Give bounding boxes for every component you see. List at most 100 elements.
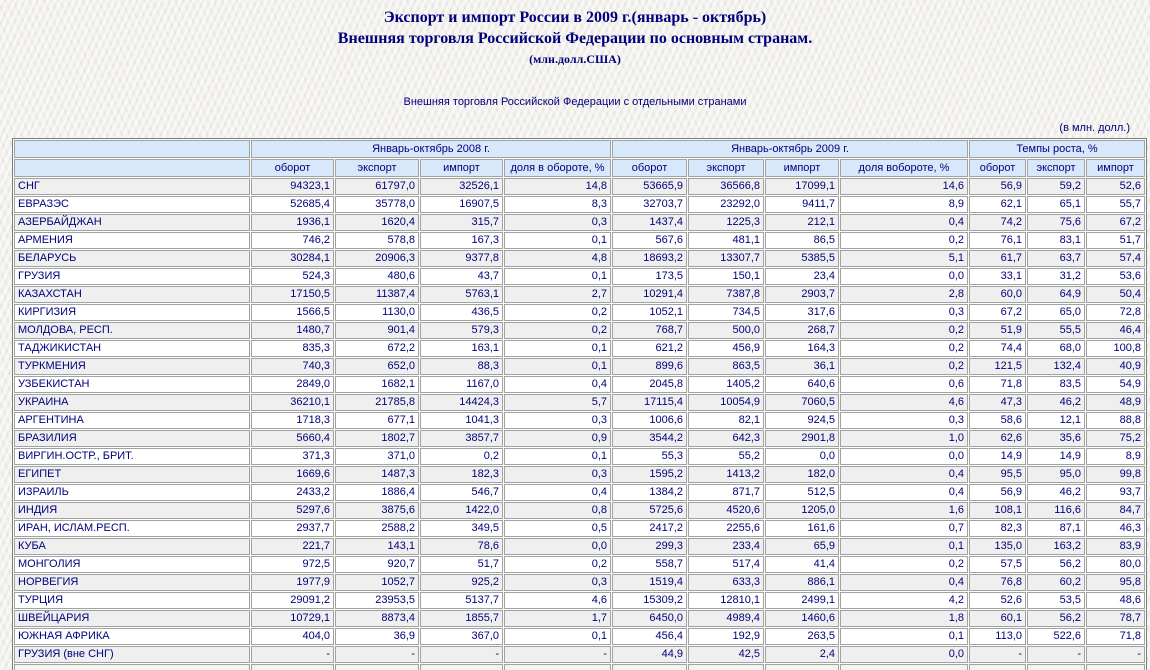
value-cell-share-2009: 4,2 (840, 592, 968, 609)
value-cell-turnover-2008: 5297,6 (251, 502, 334, 519)
col-header-export-2009: экспорт (688, 159, 764, 177)
table-row: АРМЕНИЯ 746,2 578,8 167,3 0,1 567,6 481,… (14, 232, 1145, 249)
col-header-export-2008: экспорт (335, 159, 419, 177)
value-cell-turnover-growth: 135,0 (969, 538, 1026, 555)
value-cell-turnover-2008: 1669,6 (251, 466, 334, 483)
blank-header-cell (14, 140, 250, 158)
col-header-export-growth: экспорт (1027, 159, 1085, 177)
value-cell-turnover-2008: 2849,0 (251, 376, 334, 393)
value-cell-export-2008: 480,6 (335, 268, 419, 285)
table-row: БРАЗИЛИЯ 5660,4 1802,7 3857,7 0,9 3544,2… (14, 430, 1145, 447)
value-cell-share-2009: 2,8 (840, 286, 968, 303)
value-cell-import-2008: 163,1 (420, 340, 503, 357)
value-cell-export-2009: 36566,8 (688, 178, 764, 195)
value-cell-share-2008: 2,7 (504, 286, 611, 303)
value-cell-share-2009: 0,2 (840, 322, 968, 339)
value-cell-import-2009: 212,1 (765, 214, 839, 231)
value-cell-share-2009: 5,1 (840, 250, 968, 267)
value-cell-share-2008: 0,1 (504, 448, 611, 465)
col-header-import-2008: импорт (420, 159, 503, 177)
value-cell-export-2009: 1405,2 (688, 376, 764, 393)
value-cell-export-growth: 60,2 (1027, 574, 1085, 591)
value-cell-export-2008: 1052,7 (335, 574, 419, 591)
value-cell-import-growth: 75,2 (1086, 430, 1145, 447)
value-cell-share-2009: 0,2 (840, 340, 968, 357)
value-cell-share-2008: 0,0 (504, 538, 611, 555)
value-cell-import-2008: 3857,7 (420, 430, 503, 447)
value-cell-share-2009: 0,3 (840, 412, 968, 429)
country-cell: ЕВРАЗЭС (14, 196, 250, 213)
value-cell-import-2008: - (420, 646, 503, 663)
value-cell-share-2008: 1,7 (504, 610, 611, 627)
table-row: СНГ 94323,1 61797,0 32526,1 14,8 53665,9… (14, 178, 1145, 195)
country-cell: ТАДЖИКИСТАН (14, 340, 250, 357)
value-cell-export-2009: 233,4 (688, 538, 764, 555)
value-cell-export-growth: 12,1 (1027, 412, 1085, 429)
value-cell-turnover-2008: 17150,5 (251, 286, 334, 303)
value-cell-turnover-growth: 95,5 (969, 466, 1026, 483)
col-header-turnover-2008: оборот (251, 159, 334, 177)
value-cell-turnover-growth: 108,1 (969, 502, 1026, 519)
value-cell-import-growth: 46,4 (1086, 322, 1145, 339)
column-header-row: оборот экспорт импорт доля в обороте, % … (14, 159, 1145, 177)
value-cell-turnover-2009: 1384,2 (612, 484, 687, 501)
value-cell-share-2009: 0,4 (840, 466, 968, 483)
value-cell-turnover-growth: 58,6 (969, 412, 1026, 429)
value-cell-turnover-2008: - (251, 646, 334, 663)
value-cell-import-2008: 32526,1 (420, 178, 503, 195)
value-cell-import-growth: 78,7 (1086, 610, 1145, 627)
value-cell-share-2009: 0,0 (840, 268, 968, 285)
value-cell-export-2008: 672,2 (335, 340, 419, 357)
value-cell-turnover-2008: 221,7 (251, 538, 334, 555)
value-cell-turnover-2009: 1052,1 (612, 304, 687, 321)
value-cell-export-growth: 63,7 (1027, 250, 1085, 267)
value-cell-share-2009: 0,2 (840, 232, 968, 249)
value-cell-export-growth: 55,5 (1027, 322, 1085, 339)
value-cell-import-2009: 9411,7 (765, 196, 839, 213)
value-cell-export-growth: 522,6 (1027, 628, 1085, 645)
value-cell-import-2008: 16907,5 (420, 196, 503, 213)
value-cell-turnover-2009: 1519,4 (612, 574, 687, 591)
country-cell: ТУРКМЕНИЯ (14, 358, 250, 375)
value-cell-export-2008: 1487,3 (335, 466, 419, 483)
value-cell-import-2009: 2903,7 (765, 286, 839, 303)
country-cell: ШВЕЙЦАРИЯ (14, 610, 250, 627)
value-cell-share-2009: 0,0 (840, 448, 968, 465)
value-cell-export-2008: 652,0 (335, 358, 419, 375)
value-cell-share-2008: 0,1 (504, 340, 611, 357)
value-cell-import-growth: 8,9 (1086, 448, 1145, 465)
value-cell-share-2009: 1,0 (840, 430, 968, 447)
value-cell-turnover-2008: 10729,1 (251, 610, 334, 627)
value-cell-turnover-2009: 456,4 (612, 628, 687, 645)
value-cell-share-2009: 0,2 (840, 556, 968, 573)
value-cell-export-2008: 920,7 (335, 556, 419, 573)
value-cell-import-growth: 55,7 (1086, 196, 1145, 213)
table-row: ГРУЗИЯ (вне СНГ) - - - - 44,9 42,5 2,4 0… (14, 646, 1145, 663)
value-cell-import-2009: 512,5 (765, 484, 839, 501)
value-cell-import-growth: 52,6 (1086, 178, 1145, 195)
value-cell-export-2008: 8873,4 (335, 610, 419, 627)
value-cell-import-2009 (765, 664, 839, 670)
country-cell: ГРУЗИЯ (вне СНГ) (14, 646, 250, 663)
value-cell-import-2008: 5763,1 (420, 286, 503, 303)
value-cell-share-2008: 0,9 (504, 430, 611, 447)
value-cell-export-2009: 481,1 (688, 232, 764, 249)
country-cell: ИРАН, ИСЛАМ.РЕСП. (14, 520, 250, 537)
country-cell: АРМЕНИЯ (14, 232, 250, 249)
value-cell-share-2008: 14,8 (504, 178, 611, 195)
group-header-2008: Январь-октябрь 2008 г. (251, 140, 611, 158)
value-cell-turnover-2009: 173,5 (612, 268, 687, 285)
value-cell-import-growth: 40,9 (1086, 358, 1145, 375)
country-cell: УКРАИНА (14, 394, 250, 411)
value-cell-share-2009: 14,6 (840, 178, 968, 195)
table-row: ЕГИПЕТ 1669,6 1487,3 182,3 0,3 1595,2 14… (14, 466, 1145, 483)
value-cell-export-growth: 31,2 (1027, 268, 1085, 285)
table-caption: Внешняя торговля Российской Федерации с … (403, 96, 747, 108)
value-cell-import-2008: 315,7 (420, 214, 503, 231)
value-cell-share-2008: 0,2 (504, 322, 611, 339)
value-cell-share-2008: 5,7 (504, 394, 611, 411)
value-cell-import-growth: 48,6 (1086, 592, 1145, 609)
country-cell: ИЗРАИЛЬ (14, 484, 250, 501)
value-cell-turnover-growth: 67,2 (969, 304, 1026, 321)
